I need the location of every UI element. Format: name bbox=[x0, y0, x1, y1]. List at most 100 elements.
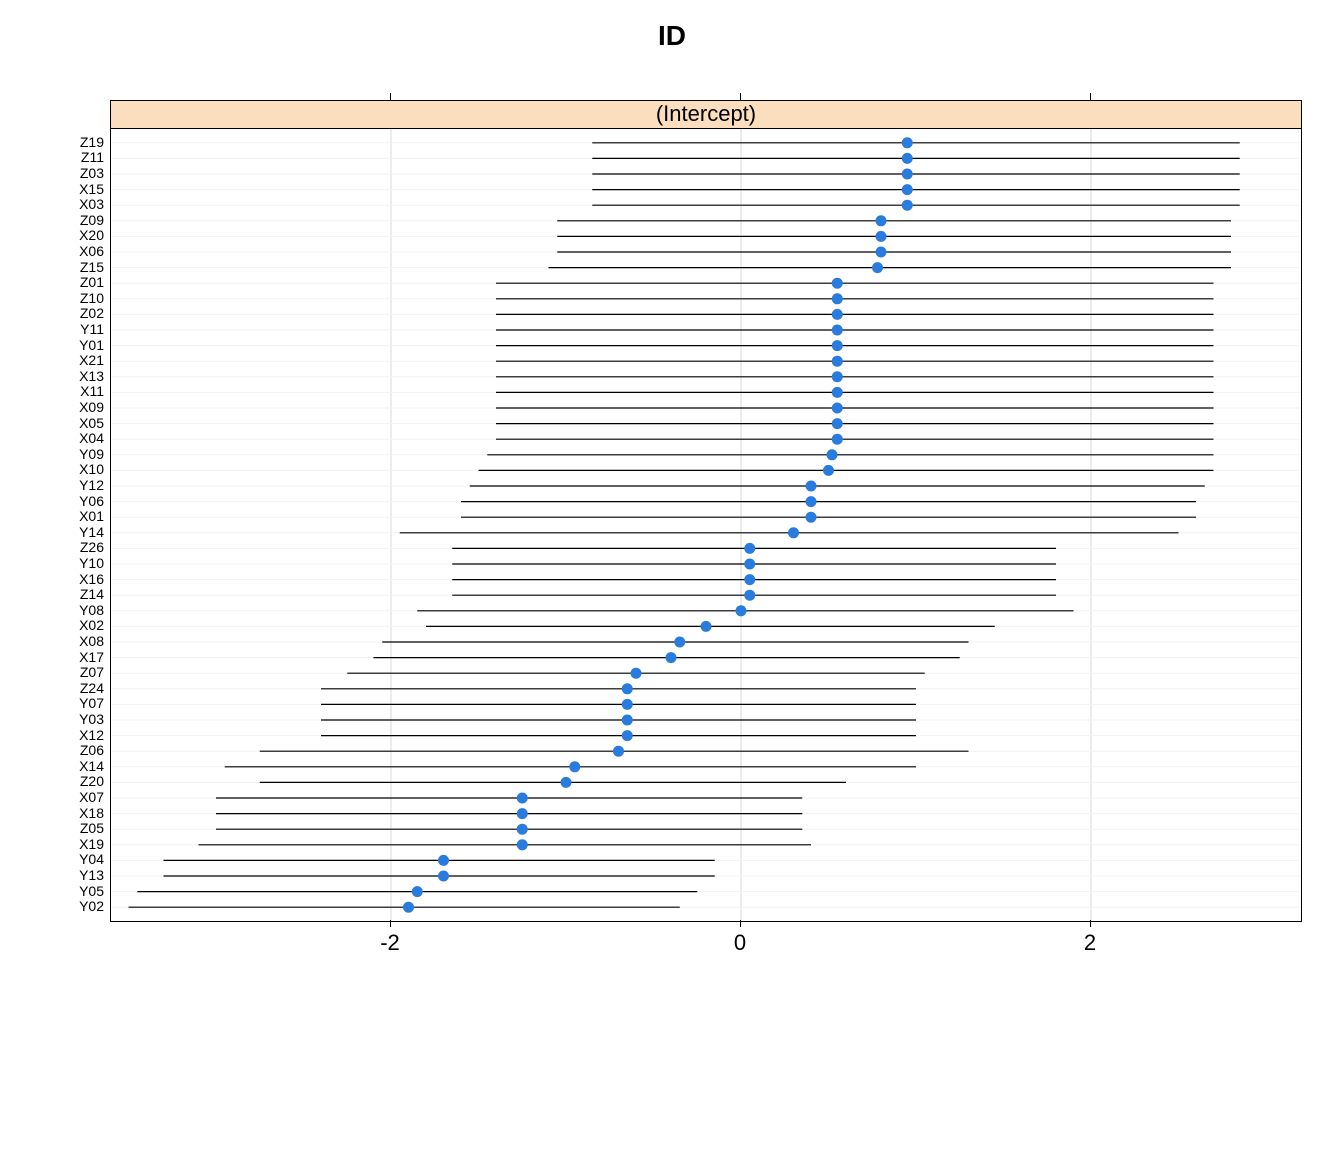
point-estimate bbox=[744, 590, 755, 601]
y-axis-label: Z11 bbox=[81, 149, 104, 165]
point-estimate bbox=[832, 387, 843, 398]
y-axis-label: Y14 bbox=[79, 524, 104, 540]
y-axis-label: Z20 bbox=[80, 773, 104, 789]
y-axis-label: Y11 bbox=[80, 321, 104, 337]
point-estimate bbox=[902, 184, 913, 195]
y-axis-label: Z01 bbox=[80, 274, 104, 290]
y-axis-label: Y09 bbox=[79, 446, 104, 462]
point-estimate bbox=[744, 543, 755, 554]
y-axis-label: X05 bbox=[79, 415, 104, 431]
y-axis-label: X18 bbox=[79, 805, 104, 821]
point-estimate bbox=[832, 418, 843, 429]
point-estimate bbox=[517, 839, 528, 850]
point-estimate bbox=[876, 231, 887, 242]
point-estimate bbox=[902, 169, 913, 180]
y-axis-label: X02 bbox=[79, 617, 104, 633]
y-axis-label: X21 bbox=[79, 352, 104, 368]
y-axis-label: Z15 bbox=[80, 259, 104, 275]
y-axis-label: X15 bbox=[79, 181, 104, 197]
top-tick bbox=[740, 93, 741, 100]
point-estimate bbox=[674, 637, 685, 648]
point-estimate bbox=[806, 512, 817, 523]
bottom-tick bbox=[390, 920, 391, 927]
y-axis-label: Y03 bbox=[79, 711, 104, 727]
point-estimate bbox=[902, 200, 913, 211]
point-estimate bbox=[832, 325, 843, 336]
y-axis-label: X10 bbox=[79, 461, 104, 477]
point-estimate bbox=[832, 356, 843, 367]
bottom-tick bbox=[1090, 920, 1091, 927]
y-axis-label: Y05 bbox=[79, 883, 104, 899]
y-axis-label: Z06 bbox=[80, 742, 104, 758]
y-axis-label: Y10 bbox=[79, 555, 104, 571]
y-axis-label: X13 bbox=[79, 368, 104, 384]
y-axis-label: Z26 bbox=[80, 539, 104, 555]
point-estimate bbox=[438, 871, 449, 882]
y-axis-label: X04 bbox=[79, 430, 104, 446]
bottom-tick-container bbox=[110, 920, 1300, 927]
y-axis-label: Z02 bbox=[80, 305, 104, 321]
point-estimate bbox=[622, 715, 633, 726]
point-estimate bbox=[827, 449, 838, 460]
y-axis-label: Z19 bbox=[80, 134, 104, 150]
top-tick-container bbox=[110, 93, 1300, 100]
y-axis-label: Z09 bbox=[80, 212, 104, 228]
y-axis-label: X09 bbox=[79, 399, 104, 415]
plot-outer-box: (Intercept) bbox=[110, 100, 1302, 922]
point-estimate bbox=[902, 153, 913, 164]
point-estimate bbox=[701, 621, 712, 632]
point-estimate bbox=[569, 761, 580, 772]
plot-svg bbox=[111, 129, 1301, 921]
y-axis-label: Z07 bbox=[80, 664, 104, 680]
x-axis-label: 0 bbox=[734, 930, 746, 956]
x-axis-label: -2 bbox=[380, 930, 400, 956]
bottom-tick bbox=[740, 920, 741, 927]
y-axis-label: Z24 bbox=[80, 680, 104, 696]
y-axis-label: Z14 bbox=[80, 586, 104, 602]
y-axis-label: X08 bbox=[79, 633, 104, 649]
point-estimate bbox=[902, 137, 913, 148]
point-estimate bbox=[872, 262, 883, 273]
point-estimate bbox=[438, 855, 449, 866]
y-axis-label: Y01 bbox=[79, 337, 104, 353]
plot-panel bbox=[111, 129, 1301, 921]
point-estimate bbox=[517, 793, 528, 804]
y-axis-label: Y04 bbox=[79, 851, 104, 867]
point-estimate bbox=[666, 652, 677, 663]
strip-header: (Intercept) bbox=[111, 101, 1301, 129]
point-estimate bbox=[832, 278, 843, 289]
point-estimate bbox=[613, 746, 624, 757]
point-estimate bbox=[631, 668, 642, 679]
y-axis-label: Z10 bbox=[80, 290, 104, 306]
y-axis-label: X20 bbox=[79, 227, 104, 243]
point-estimate bbox=[788, 527, 799, 538]
point-estimate bbox=[744, 574, 755, 585]
point-estimate bbox=[412, 886, 423, 897]
point-estimate bbox=[744, 559, 755, 570]
point-estimate bbox=[622, 730, 633, 741]
y-axis-label: X16 bbox=[79, 571, 104, 587]
y-axis-label: X12 bbox=[79, 727, 104, 743]
y-axis-label: Y07 bbox=[79, 695, 104, 711]
point-estimate bbox=[823, 465, 834, 476]
top-tick bbox=[390, 93, 391, 100]
x-axis-label: 2 bbox=[1084, 930, 1096, 956]
y-axis-label: Y02 bbox=[79, 898, 104, 914]
point-estimate bbox=[806, 481, 817, 492]
point-estimate bbox=[622, 699, 633, 710]
point-estimate bbox=[832, 403, 843, 414]
point-estimate bbox=[832, 309, 843, 320]
top-tick bbox=[1090, 93, 1091, 100]
point-estimate bbox=[876, 215, 887, 226]
point-estimate bbox=[517, 824, 528, 835]
y-axis-label: X19 bbox=[79, 836, 104, 852]
point-estimate bbox=[403, 902, 414, 913]
y-axis-label: Z03 bbox=[80, 165, 104, 181]
point-estimate bbox=[832, 434, 843, 445]
y-axis-label: Y12 bbox=[79, 477, 104, 493]
y-axis-label: Y13 bbox=[79, 867, 104, 883]
y-axis-label: Y06 bbox=[79, 493, 104, 509]
y-axis-label: X01 bbox=[79, 508, 104, 524]
point-estimate bbox=[806, 496, 817, 507]
y-axis-label: Z05 bbox=[80, 820, 104, 836]
